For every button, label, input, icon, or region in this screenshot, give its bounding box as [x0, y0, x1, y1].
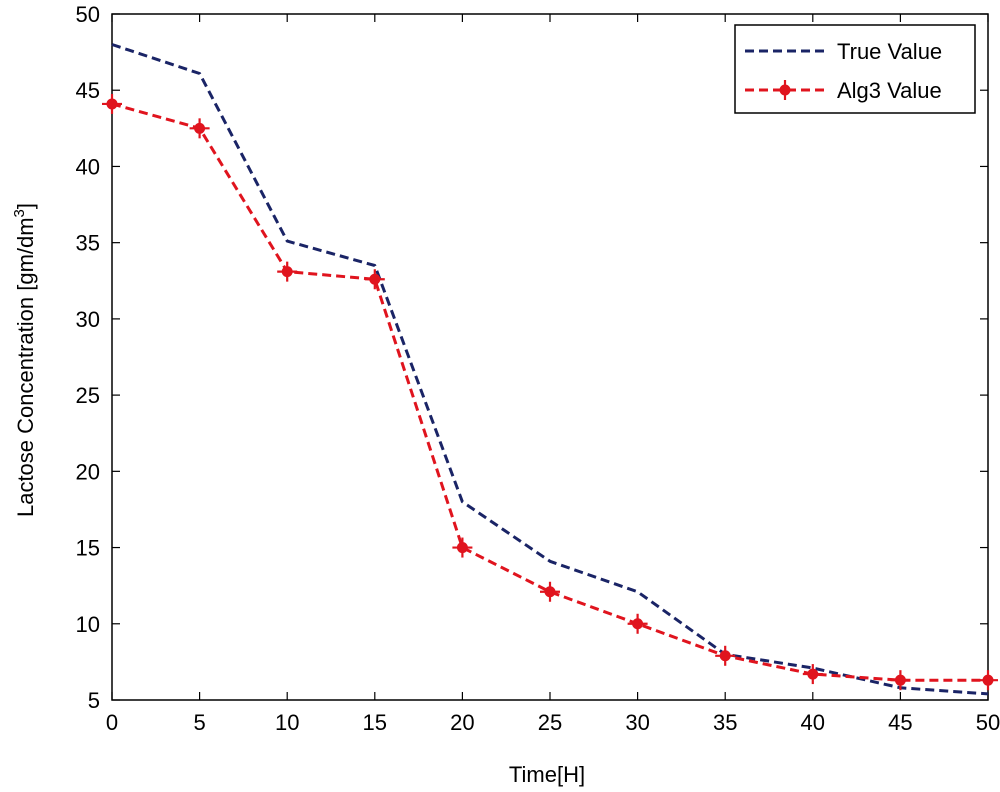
x-tick-label: 50	[976, 710, 1000, 735]
x-tick-label: 40	[801, 710, 825, 735]
y-tick-label: 45	[76, 78, 100, 103]
y-tick-label: 30	[76, 307, 100, 332]
x-tick-label: 25	[538, 710, 562, 735]
legend: True Value Alg3 Value	[734, 24, 976, 114]
legend-marker-alg3-value	[775, 80, 795, 100]
data-point-alg3-value	[102, 93, 122, 114]
x-axis-title: Time[H]	[509, 762, 585, 787]
y-tick-label: 40	[76, 154, 100, 179]
x-tick-label: 35	[713, 710, 737, 735]
y-tick-label: 5	[88, 688, 100, 713]
legend-label-alg3-value: Alg3 Value	[837, 78, 942, 103]
data-point-alg3-value	[978, 670, 998, 691]
y-tick-label: 15	[76, 536, 100, 561]
x-tick-label: 30	[625, 710, 649, 735]
y-axis-title-main: Lactose Concentration [gm/dm	[13, 217, 38, 517]
legend-box	[734, 24, 976, 114]
data-point-alg3-value	[364, 269, 385, 290]
x-tick-label: 15	[363, 710, 387, 735]
y-tick-label: 10	[76, 612, 100, 637]
x-tick-label: 5	[193, 710, 205, 735]
series-line-alg3-value	[111, 102, 988, 682]
y-tick-label: 20	[76, 459, 100, 484]
y-tick-label: 35	[76, 231, 100, 256]
data-point-alg3-value	[627, 613, 648, 634]
y-axis-title-superscript: 3	[11, 209, 28, 217]
series-layer	[102, 43, 998, 696]
y-tick-label: 25	[76, 383, 100, 408]
y-tick-label: 50	[76, 2, 100, 27]
legend-marker-symbol	[775, 80, 795, 100]
data-point-alg3-value	[452, 537, 473, 558]
data-point-alg3-value	[277, 261, 298, 282]
series-line-true-value	[111, 43, 989, 696]
x-tick-label: 10	[275, 710, 299, 735]
data-point-alg3-value	[189, 118, 210, 139]
x-tick-label: 20	[450, 710, 474, 735]
y-axis-title: Lactose Concentration [gm/dm3]	[11, 203, 38, 517]
x-tick-label: 45	[888, 710, 912, 735]
data-point-alg3-value	[802, 664, 823, 685]
data-point-alg3-value	[715, 645, 736, 666]
legend-label-true-value: True Value	[837, 39, 942, 64]
data-point-alg3-value	[540, 581, 560, 602]
x-tick-label: 0	[106, 710, 118, 735]
data-point-alg3-value	[890, 670, 911, 691]
y-axis-title-suffix: ]	[13, 203, 38, 209]
